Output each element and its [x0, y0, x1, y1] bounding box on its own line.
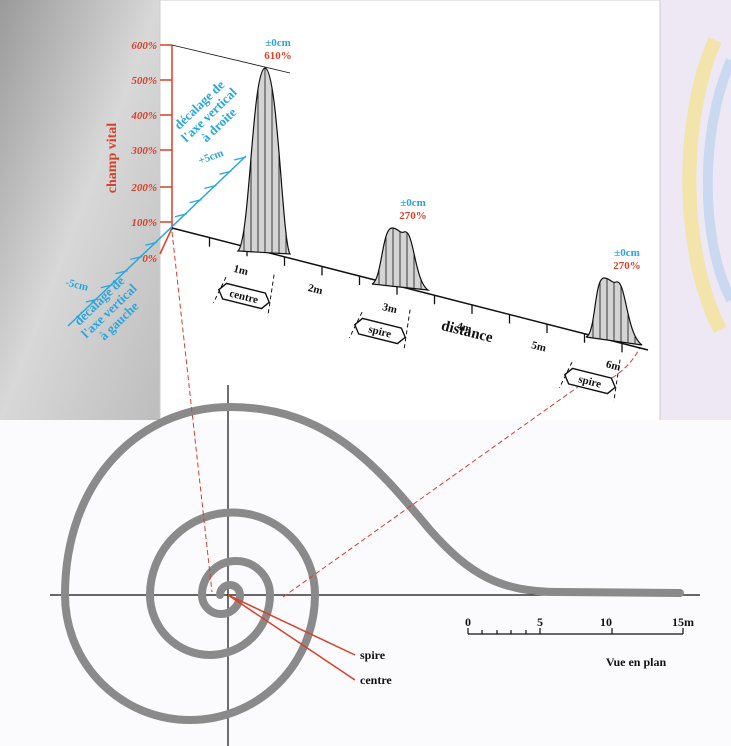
- location-badge: spire: [558, 359, 621, 402]
- vertical-axis-title: champ vital: [105, 123, 120, 194]
- plan-background: [0, 420, 731, 746]
- peak-value: 610%: [264, 50, 292, 62]
- distance-tick-label: 4m: [456, 320, 473, 335]
- badge-bracket: [403, 309, 411, 352]
- plan-label: centre: [360, 673, 392, 687]
- lateral-tick-label: -5cm: [64, 276, 89, 293]
- distance-tick-label: 5m: [530, 339, 547, 354]
- badge-bracket: [558, 361, 573, 389]
- lateral-tick: [130, 255, 143, 261]
- lateral-tick: [100, 284, 113, 289]
- projection-line: [282, 383, 583, 598]
- badge-bracket: [212, 276, 227, 304]
- scale-label: 5: [537, 615, 543, 629]
- badge-bracket: [613, 359, 621, 402]
- plan-title: Vue en plan: [606, 655, 667, 669]
- lateral-tick: [219, 170, 232, 175]
- badge-label: spire: [577, 373, 602, 390]
- peak-guide: [171, 44, 291, 74]
- decor-arc: [682, 37, 727, 334]
- location-badge: centre: [212, 274, 275, 317]
- badge-shape: [563, 367, 617, 395]
- vertical-tick-label: 0%: [142, 253, 157, 265]
- projection-line: [611, 346, 641, 379]
- lateral-tick: [204, 184, 217, 190]
- badge-label: spire: [367, 323, 392, 340]
- plan-label: spire: [360, 648, 386, 662]
- lateral-tick: [115, 269, 128, 275]
- distance-tick-label: 2m: [307, 282, 324, 297]
- vertical-tick-label: 600%: [131, 40, 157, 52]
- scale-label: 15m: [672, 615, 694, 629]
- vertical-tick-label: 200%: [130, 182, 157, 194]
- distance-tick-label: 1m: [232, 263, 249, 278]
- distance-tick-label: 6m: [605, 358, 622, 373]
- peak-offset: ±0cm: [400, 197, 426, 209]
- badge-bracket: [267, 274, 275, 317]
- scale-bar: [467, 628, 684, 635]
- location-badge: spire: [348, 309, 411, 352]
- lateral-tick: [85, 298, 99, 303]
- vertical-tick-label: 100%: [131, 217, 157, 229]
- vertical-tick-label: 400%: [130, 110, 157, 122]
- photo-background: [0, 0, 160, 420]
- spiral: [60, 402, 684, 724]
- peak-value: 270%: [399, 210, 427, 222]
- lateral-axis: [67, 155, 247, 327]
- badge-shape: [217, 282, 271, 310]
- vertical-tick-label: 300%: [130, 145, 157, 157]
- peak-offset: ±0cm: [614, 247, 640, 259]
- badge-shape: [353, 317, 407, 345]
- projection-line: [171, 231, 213, 593]
- scale-label: 0: [465, 615, 471, 629]
- lateral-tick: [189, 198, 202, 204]
- lateral-tick: [174, 213, 187, 218]
- vertical-tick-label: 500%: [131, 75, 157, 87]
- peak-value: 270%: [613, 260, 641, 272]
- pointer-line: [227, 594, 356, 681]
- lateral-tick: [145, 241, 158, 246]
- peak-offset: ±0cm: [265, 37, 291, 49]
- distance-tick-label: 3m: [381, 301, 398, 316]
- pointer-line: [227, 594, 356, 656]
- badge-bracket: [348, 311, 363, 339]
- vertical-tick: [159, 227, 173, 255]
- decor-arc: [702, 57, 731, 303]
- lateral-tick: [233, 156, 247, 161]
- scale-label: 10: [600, 615, 612, 629]
